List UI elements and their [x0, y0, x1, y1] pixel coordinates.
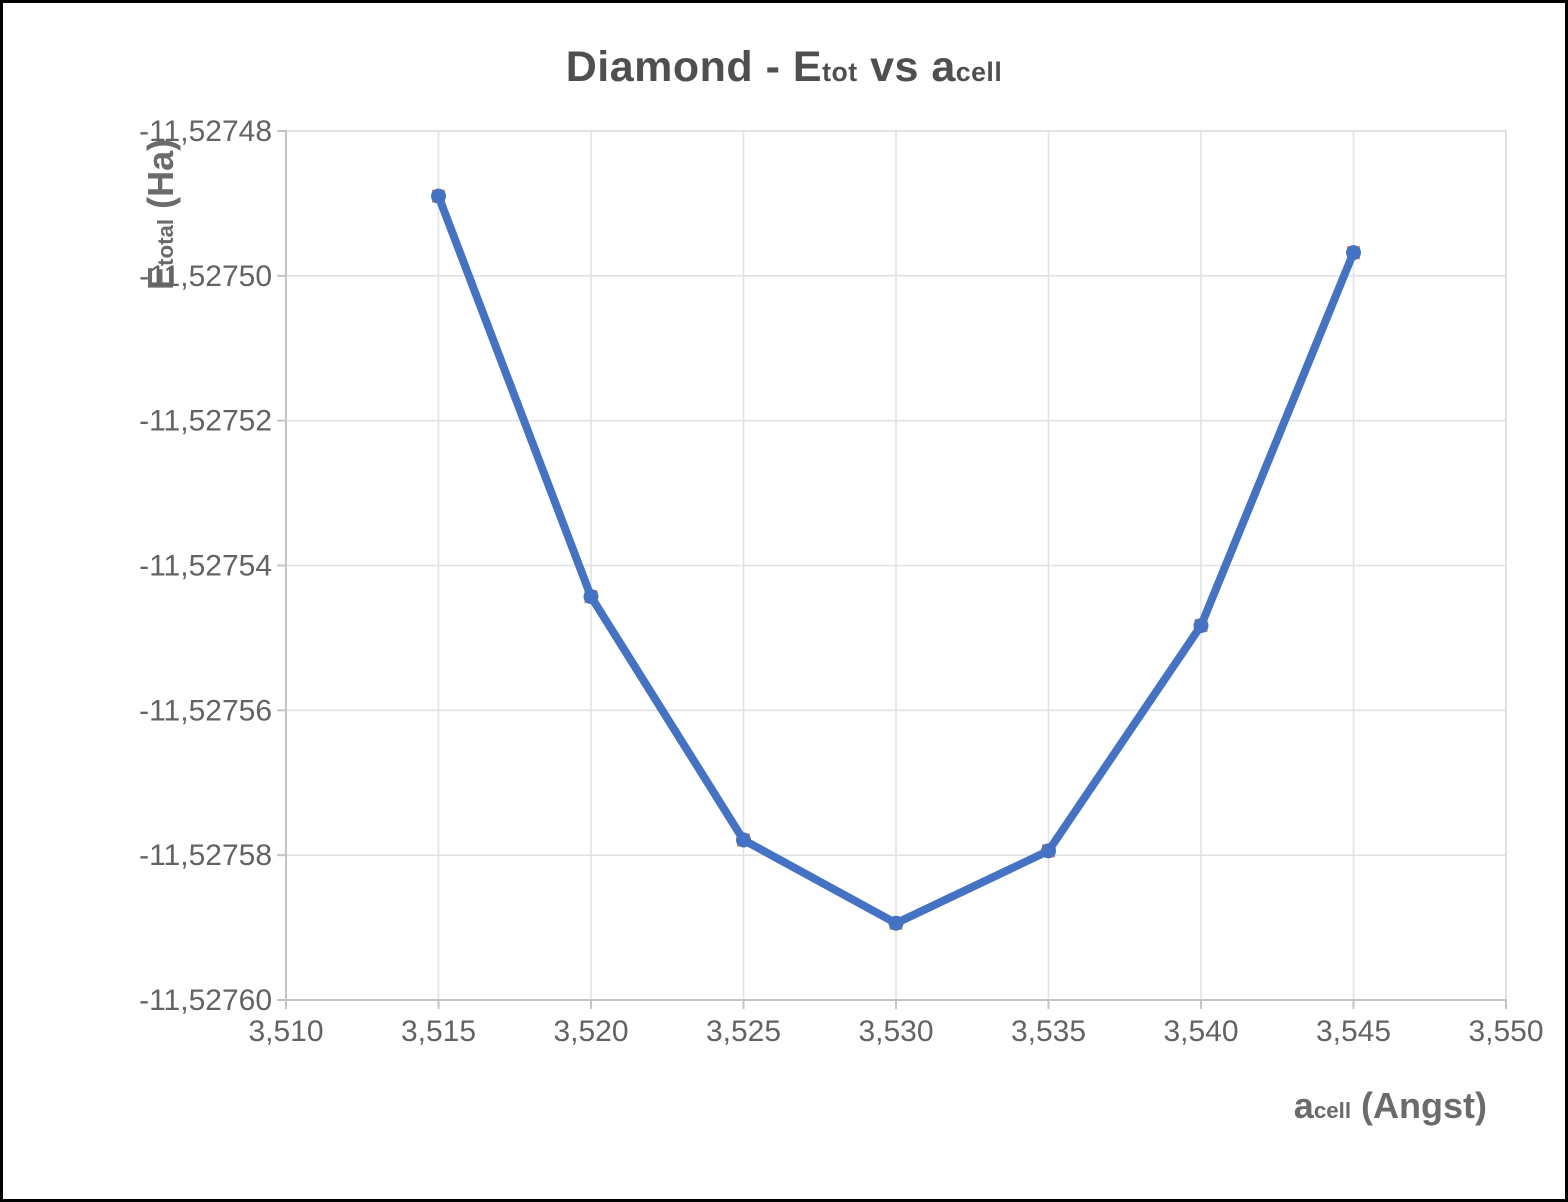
x-axis-title: acell (Angst)	[1294, 1085, 1487, 1127]
chart-title-sub-tot: tot	[822, 57, 858, 87]
chart-title-text-2: vs a	[857, 43, 956, 91]
chart-title-sub-cell: cell	[955, 57, 1003, 87]
x-tick-label: 3,545	[1316, 1015, 1391, 1048]
x-tick-label: 3,525	[706, 1015, 781, 1048]
data-point-marker	[431, 188, 446, 204]
x-tick-label: 3,535	[1011, 1015, 1086, 1048]
chart-title-text: Diamond - E	[565, 43, 823, 91]
y-tick-label: -11,52756	[139, 694, 272, 727]
data-point-marker	[1193, 618, 1209, 634]
x-tick-label: 3,530	[858, 1015, 933, 1048]
data-point-marker	[1041, 843, 1056, 859]
x-tick-label: 3,515	[401, 1015, 476, 1048]
chart-title: Diamond - Etot vs acell	[3, 43, 1565, 92]
y-tick-label: -11,52752	[139, 405, 272, 438]
data-point-marker	[583, 589, 599, 605]
x-tick-label: 3,510	[248, 1015, 323, 1048]
y-tick-label: -11,52760	[139, 984, 272, 1017]
y-tick-label: -11,52748	[139, 115, 272, 148]
x-tick-label: 3,520	[553, 1015, 628, 1048]
x-axis-title-sub: cell	[1313, 1098, 1352, 1123]
y-tick-label: -11,52758	[139, 839, 272, 872]
y-tick-label: -11,52754	[139, 550, 272, 583]
data-point-marker	[736, 832, 751, 848]
x-axis-title-unit: (Angst)	[1351, 1085, 1487, 1126]
data-point-marker	[1346, 245, 1361, 261]
data-point-marker	[888, 915, 904, 931]
x-tick-label: 3,550	[1468, 1015, 1543, 1048]
x-tick-label: 3,540	[1163, 1015, 1238, 1048]
plot-svg: -11,52748 -11,52750 -11,52752 -11,52754 -11,…	[139, 115, 1543, 1048]
y-tick-label: -11,52750	[139, 260, 272, 293]
x-axis-title-text: a	[1293, 1085, 1314, 1126]
